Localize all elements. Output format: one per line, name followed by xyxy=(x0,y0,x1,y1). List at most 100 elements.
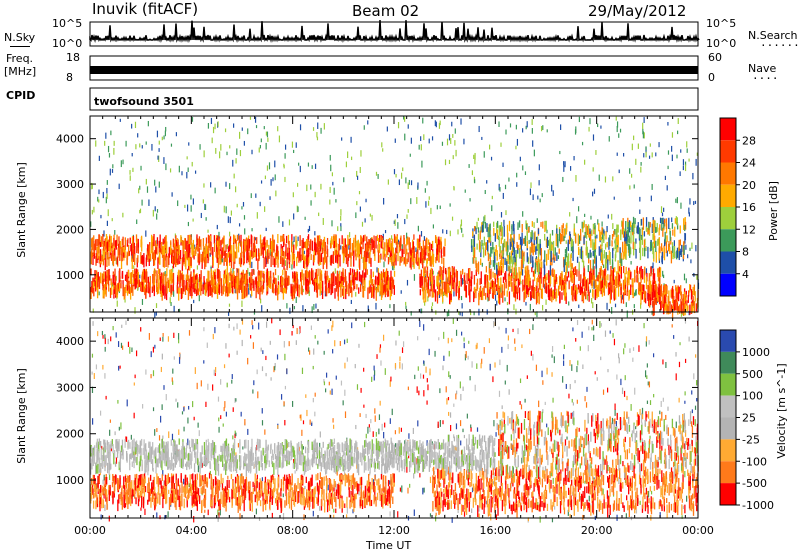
scatter-echo xyxy=(564,249,567,254)
band-echo xyxy=(420,246,423,259)
band-echo xyxy=(282,234,284,242)
scatter-echo xyxy=(423,390,425,397)
band-echo xyxy=(218,270,220,281)
scatter-echo xyxy=(216,224,218,230)
band-echo xyxy=(369,251,371,260)
band-echo xyxy=(139,281,141,288)
scatter-echo xyxy=(188,405,190,410)
band-echo xyxy=(283,257,285,270)
band-echo xyxy=(153,233,155,247)
scatter-echo xyxy=(173,356,175,360)
band-echo xyxy=(113,255,115,261)
scatter-echo xyxy=(329,186,331,193)
band-echo xyxy=(168,253,170,265)
scatter-echo xyxy=(325,372,328,378)
scatter-echo xyxy=(554,505,556,510)
scatter-echo xyxy=(594,371,596,375)
band-echo xyxy=(333,240,335,249)
scatter-echo xyxy=(269,340,271,345)
scatter-echo xyxy=(579,346,581,351)
scatter-echo xyxy=(453,187,455,191)
band-echo xyxy=(240,241,243,254)
scatter-echo xyxy=(284,153,286,159)
scatter-echo xyxy=(507,265,509,271)
scatter-echo xyxy=(322,217,324,225)
band-echo xyxy=(297,251,299,259)
scatter-echo xyxy=(500,142,502,147)
scatter-echo xyxy=(243,140,245,146)
band-echo xyxy=(338,243,340,257)
scatter-echo xyxy=(624,375,626,381)
band-echo xyxy=(326,237,329,245)
scatter-echo xyxy=(244,228,246,235)
band-echo xyxy=(293,254,295,261)
band-echo xyxy=(389,257,391,263)
scatter-echo xyxy=(577,360,579,366)
scatter-echo xyxy=(112,164,114,169)
band-echo xyxy=(128,244,130,257)
scatter-echo xyxy=(469,376,471,381)
scatter-echo xyxy=(225,181,227,187)
scatter-echo xyxy=(393,169,396,175)
scatter-echo xyxy=(474,384,476,392)
band-echo xyxy=(217,246,219,259)
scatter-echo xyxy=(598,174,600,181)
scatter-echo xyxy=(217,396,220,402)
scatter-echo xyxy=(291,331,293,336)
band-echo xyxy=(407,236,409,245)
band-echo xyxy=(373,286,375,299)
scatter-echo xyxy=(506,364,508,372)
scatter-echo xyxy=(382,148,384,152)
scatter-echo xyxy=(612,176,614,182)
scatter-echo xyxy=(602,488,604,495)
band-echo xyxy=(212,255,214,266)
band-echo xyxy=(236,268,238,280)
scatter-echo xyxy=(398,330,400,336)
scatter-echo xyxy=(263,126,265,130)
band-echo xyxy=(378,234,381,243)
scatter-echo xyxy=(104,140,106,146)
scatter-echo xyxy=(139,274,141,279)
scatter-echo xyxy=(314,392,316,397)
scatter-echo xyxy=(249,116,252,120)
scatter-echo xyxy=(252,342,255,349)
band-echo xyxy=(370,269,372,278)
scatter-echo xyxy=(530,350,532,356)
scatter-echo xyxy=(451,216,454,221)
band-echo xyxy=(231,245,233,257)
band-echo xyxy=(147,244,150,256)
scatter-echo xyxy=(421,160,423,168)
scatter-echo xyxy=(455,393,457,400)
scatter-echo xyxy=(232,407,234,412)
scatter-echo xyxy=(106,220,108,226)
band-echo xyxy=(131,282,133,293)
scatter-echo xyxy=(164,515,166,520)
band-echo xyxy=(235,276,238,284)
scatter-echo xyxy=(247,128,249,135)
scatter-echo xyxy=(332,181,334,186)
band-echo xyxy=(391,242,393,250)
scatter-echo xyxy=(639,196,641,202)
scatter-echo xyxy=(476,363,478,369)
scatter-echo xyxy=(118,183,120,190)
scatter-echo xyxy=(500,212,503,218)
band-echo xyxy=(193,245,195,256)
scatter-echo xyxy=(566,410,568,416)
scatter-echo xyxy=(360,150,362,157)
scatter-echo xyxy=(404,133,406,141)
scatter-echo xyxy=(468,164,470,168)
scatter-echo xyxy=(434,350,436,357)
scatter-echo xyxy=(183,426,185,432)
scatter-echo xyxy=(449,203,451,207)
scatter-echo xyxy=(378,428,380,435)
band-echo xyxy=(268,244,270,253)
scatter-echo xyxy=(319,431,321,438)
scatter-echo xyxy=(586,386,588,392)
band-echo xyxy=(307,254,309,267)
scatter-echo xyxy=(446,229,448,235)
scatter-echo xyxy=(423,134,425,141)
scatter-echo xyxy=(381,423,383,431)
scatter-echo xyxy=(173,290,175,297)
scatter-echo xyxy=(546,129,548,133)
scatter-echo xyxy=(227,216,229,223)
